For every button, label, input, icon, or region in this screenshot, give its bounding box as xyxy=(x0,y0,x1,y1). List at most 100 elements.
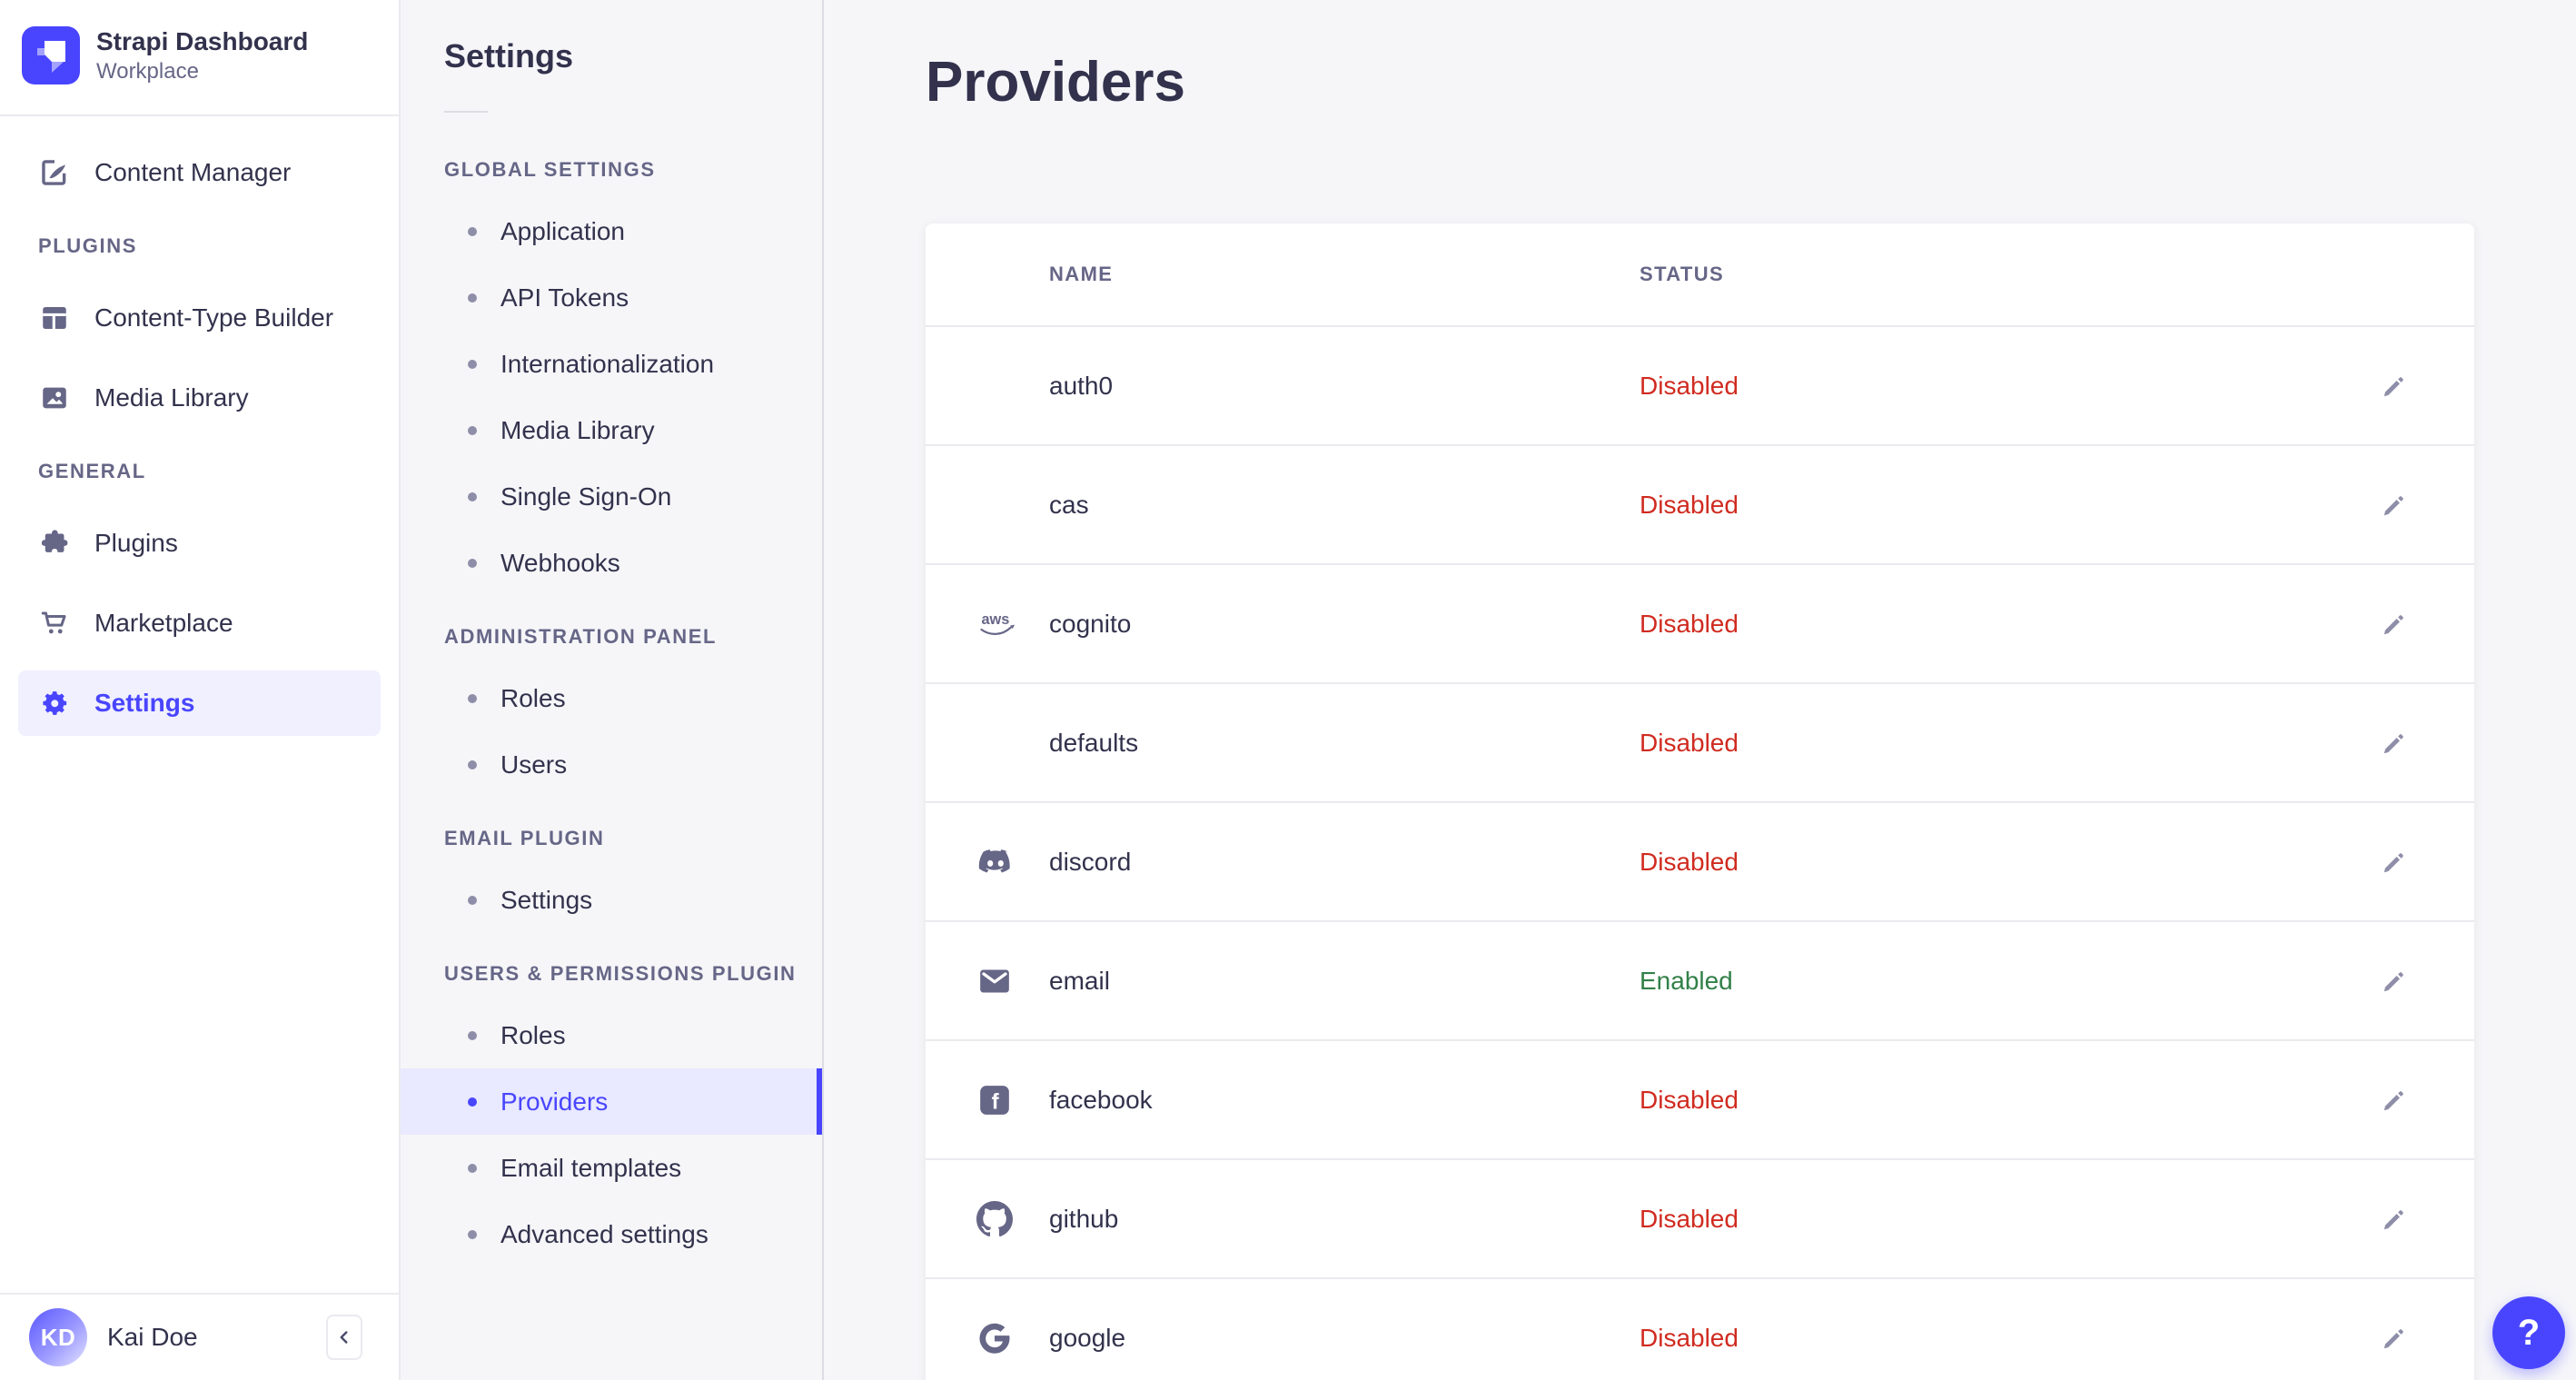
settings-icon xyxy=(38,687,71,720)
sidebar-item-label: Settings xyxy=(94,689,195,717)
google-icon xyxy=(976,1316,1020,1360)
page-title: Providers xyxy=(926,51,1186,114)
sidebar-item-label: Content-Type Builder xyxy=(94,303,334,332)
workspace-header[interactable]: Strapi Dashboard Workplace xyxy=(0,0,399,116)
subnav-item-settings[interactable]: Settings xyxy=(401,867,822,933)
user-name: Kai Doe xyxy=(107,1323,198,1351)
help-button[interactable]: ? xyxy=(2492,1296,2565,1369)
edit-provider-button[interactable] xyxy=(2373,602,2416,646)
bullet-icon xyxy=(468,1163,477,1173)
pencil-icon xyxy=(2379,371,2410,402)
subnav-item-users[interactable]: Users xyxy=(401,731,822,798)
provider-row-github: github Disabled xyxy=(926,1158,2474,1277)
pencil-icon xyxy=(2379,966,2410,997)
sidebar-item-content-type-builder[interactable]: Content-Type Builder xyxy=(18,285,381,351)
pencil-icon xyxy=(2379,609,2410,640)
subnav-item-advanced-settings[interactable]: Advanced settings xyxy=(401,1201,822,1267)
envelope-icon xyxy=(976,959,1020,1003)
sidebar-item-content-manager[interactable]: Content Manager xyxy=(18,140,381,205)
pencil-icon xyxy=(2379,728,2410,759)
provider-name: facebook xyxy=(1049,1085,1153,1114)
bullet-icon xyxy=(468,425,477,435)
bullet-icon xyxy=(468,558,477,568)
github-icon xyxy=(976,1197,1020,1241)
subnav-item-roles[interactable]: Roles xyxy=(401,1002,822,1068)
subnav-item-webhooks[interactable]: Webhooks xyxy=(401,530,822,596)
subnav-item-application[interactable]: Application xyxy=(401,198,822,264)
column-header-name: NAME xyxy=(1049,263,1114,285)
provider-name: discord xyxy=(1049,847,1132,876)
content-type-builder-icon xyxy=(38,302,71,334)
subnav-item-roles[interactable]: Roles xyxy=(401,665,822,731)
aws-icon: aws xyxy=(976,602,1020,646)
subnav-section-label: ADMINISTRATION PANEL xyxy=(444,625,718,648)
edit-provider-button[interactable] xyxy=(2373,1078,2416,1122)
user-menu[interactable]: KD Kai Doe xyxy=(29,1308,326,1366)
provider-name: google xyxy=(1049,1323,1126,1352)
sidebar-item-plugins[interactable]: Plugins xyxy=(18,511,381,576)
provider-row-email: email Enabled xyxy=(926,920,2474,1039)
provider-name: email xyxy=(1049,966,1110,995)
provider-status: Disabled xyxy=(1640,847,1739,876)
workspace-name: Workplace xyxy=(96,59,199,84)
pencil-icon xyxy=(2379,847,2410,878)
sidebar-footer: KD Kai Doe xyxy=(0,1293,399,1380)
subnav-item-single-sign-on[interactable]: Single Sign-On xyxy=(401,463,822,530)
sidebar-section-label: GENERAL xyxy=(38,460,146,482)
settings-subnav: Settings GLOBAL SETTINGS Application API T… xyxy=(401,0,824,1380)
sidebar-item-marketplace[interactable]: Marketplace xyxy=(18,591,381,656)
edit-provider-button[interactable] xyxy=(2373,1197,2416,1241)
sidebar-item-settings[interactable]: Settings xyxy=(18,670,381,736)
edit-provider-button[interactable] xyxy=(2373,721,2416,765)
edit-provider-button[interactable] xyxy=(2373,483,2416,527)
no-icon xyxy=(976,483,1020,527)
pencil-icon xyxy=(2379,490,2410,521)
provider-row-auth0: auth0 Disabled xyxy=(926,325,2474,444)
edit-provider-button[interactable] xyxy=(2373,840,2416,884)
sidebar-item-media-library[interactable]: Media Library xyxy=(18,365,381,431)
subnav-item-label: Email templates xyxy=(500,1153,682,1182)
subnav-section: USERS & PERMISSIONS PLUGIN Roles Providers… xyxy=(401,962,822,1267)
provider-status: Disabled xyxy=(1640,1085,1739,1114)
subnav-item-label: Internationalization xyxy=(500,349,715,378)
svg-text:f: f xyxy=(992,1089,1000,1114)
strapi-logo-icon xyxy=(22,26,80,84)
subnav-item-providers[interactable]: Providers xyxy=(401,1068,822,1135)
edit-provider-button[interactable] xyxy=(2373,364,2416,408)
provider-status: Disabled xyxy=(1640,1204,1739,1233)
subnav-item-label: Single Sign-On xyxy=(500,482,672,511)
subnav-sections: GLOBAL SETTINGS Application API Tokens Inte… xyxy=(401,158,822,1267)
main-content: Providers NAME STATUS auth0 Disabled cas Di… xyxy=(824,0,2576,1380)
sidebar-item-label: Plugins xyxy=(94,529,178,557)
provider-status: Disabled xyxy=(1640,1323,1739,1352)
bullet-icon xyxy=(468,1097,477,1107)
subnav-section-label: GLOBAL SETTINGS xyxy=(444,158,656,181)
brand-text: Strapi Dashboard Workplace xyxy=(96,25,308,85)
bullet-icon xyxy=(468,1229,477,1239)
collapse-sidebar-button[interactable] xyxy=(326,1315,362,1360)
edit-provider-button[interactable] xyxy=(2373,959,2416,1003)
bullet-icon xyxy=(468,226,477,236)
sidebar-item-label: Content Manager xyxy=(94,158,292,186)
subnav-section: GLOBAL SETTINGS Application API Tokens Inte… xyxy=(401,158,822,596)
subnav-item-label: Roles xyxy=(500,683,566,712)
bullet-icon xyxy=(468,693,477,703)
subnav-item-media-library[interactable]: Media Library xyxy=(401,397,822,463)
no-icon xyxy=(976,364,1020,408)
bullet-icon xyxy=(468,293,477,303)
subnav-section-label: USERS & PERMISSIONS PLUGIN xyxy=(444,962,797,985)
subnav-item-label: Roles xyxy=(500,1020,566,1049)
provider-row-facebook: f facebook Disabled xyxy=(926,1039,2474,1158)
subnav-item-api-tokens[interactable]: API Tokens xyxy=(401,264,822,331)
providers-table: NAME STATUS auth0 Disabled cas Disabled aws c… xyxy=(926,223,2474,1380)
provider-row-discord: discord Disabled xyxy=(926,801,2474,920)
table-header: NAME STATUS xyxy=(926,223,2474,325)
edit-provider-button[interactable] xyxy=(2373,1316,2416,1360)
bullet-icon xyxy=(468,491,477,501)
avatar: KD xyxy=(29,1308,87,1366)
subnav-item-email-templates[interactable]: Email templates xyxy=(401,1135,822,1201)
subnav-item-internationalization[interactable]: Internationalization xyxy=(401,331,822,397)
provider-name: cas xyxy=(1049,490,1089,519)
no-icon xyxy=(976,721,1020,765)
sidebar-item-label: Marketplace xyxy=(94,609,233,637)
